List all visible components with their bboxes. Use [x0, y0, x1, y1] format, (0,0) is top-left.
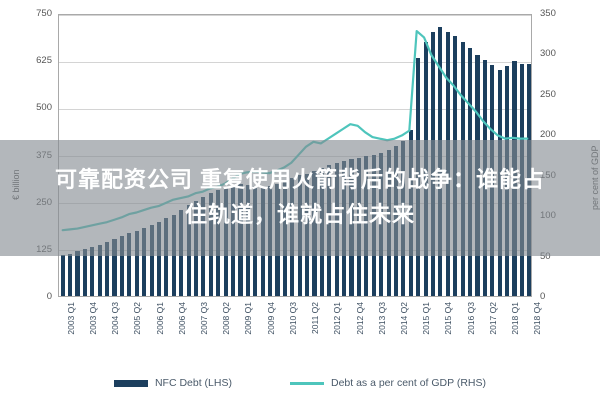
gridline	[59, 15, 531, 16]
bar	[60, 255, 65, 296]
x-axis-tick: 2010 Q3	[287, 302, 298, 335]
bar	[68, 253, 73, 296]
x-axis-tick: 2012 Q4	[354, 302, 365, 335]
x-axis-tick: 2014 Q2	[398, 302, 409, 335]
bar	[82, 249, 87, 296]
legend-label-nfc-debt: NFC Debt (LHS)	[154, 377, 232, 389]
bar	[164, 218, 169, 296]
bar	[90, 246, 95, 296]
x-axis-tick: 2018 Q1	[510, 302, 521, 335]
y-axis-right-tick: 0	[540, 291, 546, 302]
bar	[134, 231, 139, 296]
x-axis-tick: 2008 Q2	[221, 302, 232, 335]
x-axis-tick: 2005 Q2	[132, 302, 143, 335]
bar	[156, 222, 162, 296]
x-axis-tick: 2017 Q2	[487, 302, 498, 335]
x-axis-tick: 2012 Q1	[332, 302, 343, 335]
watermark-line-1: 可靠配资公司 重复使用火箭背后的战争：谁能占	[54, 167, 546, 193]
chart-legend: NFC Debt (LHS) Debt as a per cent of GDP…	[0, 372, 600, 394]
y-axis-left-tick: 625	[36, 55, 52, 67]
x-axis-tick: 2009 Q4	[265, 302, 276, 335]
x-axis-tick: 2013 Q3	[376, 302, 387, 335]
y-axis-right-tick: 250	[540, 88, 556, 100]
gridline	[59, 62, 531, 63]
bar	[149, 225, 154, 296]
y-axis-right-tick: 350	[540, 8, 556, 19]
bar	[75, 251, 80, 296]
bar	[105, 242, 110, 296]
x-axis-tick: 2006 Q1	[154, 302, 165, 335]
gridline	[59, 109, 531, 110]
x-axis-tick: 2006 Q4	[176, 302, 187, 335]
legend-item-nfc-debt: NFC Debt (LHS)	[113, 377, 232, 389]
bar	[127, 233, 132, 296]
x-axis-tick: 2007 Q3	[199, 302, 210, 335]
x-axis-tick: 2004 Q3	[110, 302, 121, 335]
y-axis-left-tick: 0	[46, 291, 52, 302]
y-axis-left-tick: 750	[36, 8, 52, 19]
legend-line-swatch-icon	[289, 381, 324, 385]
x-axis-tick: 2015 Q4	[443, 302, 454, 335]
y-axis-right-tick: 300	[540, 48, 556, 60]
y-axis-left-tick: 500	[36, 102, 52, 114]
x-axis-tick: 2003 Q1	[65, 302, 76, 335]
watermark-overlay: 可靠配资公司 重复使用火箭背后的战争：谁能占 住轨道，谁就占住未来	[0, 140, 600, 256]
x-axis-tick: 2009 Q1	[243, 302, 254, 335]
watermark-line-2: 住轨道，谁就占住未来	[184, 202, 415, 227]
bar	[119, 236, 125, 296]
x-axis-tick: 2018 Q4	[532, 302, 543, 335]
y-axis-right-tick: 200	[540, 129, 556, 141]
bar	[112, 239, 117, 296]
bar	[97, 244, 102, 296]
x-axis-tick: 2011 Q2	[310, 302, 321, 334]
legend-bar-swatch-icon	[113, 379, 148, 387]
x-axis-tick: 2016 Q3	[465, 302, 476, 335]
x-axis-tick: 2015 Q1	[421, 302, 432, 335]
legend-label-debt-pct-gdp: Debt as a per cent of GDP (RHS)	[330, 377, 487, 389]
x-axis-tick: 2003 Q4	[87, 302, 98, 335]
y-axis-right-tick: 50	[540, 250, 551, 262]
bar	[142, 228, 147, 296]
legend-item-debt-pct-gdp: Debt as a per cent of GDP (RHS)	[289, 377, 487, 389]
